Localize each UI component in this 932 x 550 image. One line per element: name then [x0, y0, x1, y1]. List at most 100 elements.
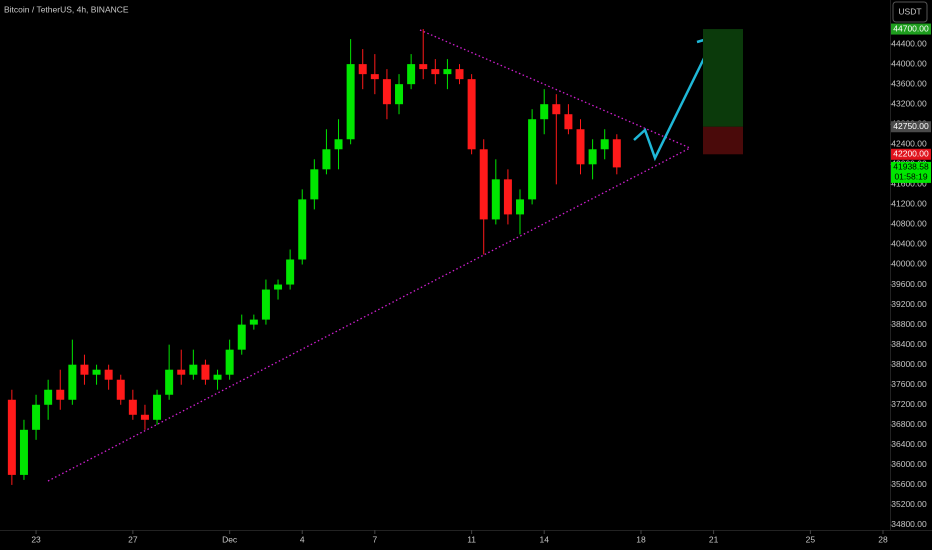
currency-label: USDT [898, 6, 921, 16]
candle-body [407, 64, 416, 85]
y-tick-label: 38800.00 [891, 319, 927, 329]
x-tick-label: 25 [806, 534, 816, 544]
candle-body [80, 364, 89, 375]
candle-body [479, 149, 488, 220]
x-tick-label: 23 [31, 534, 41, 544]
y-tick-label: 35200.00 [891, 499, 927, 509]
candle-body [419, 64, 428, 70]
y-tick-label: 36800.00 [891, 419, 927, 429]
candle-body [261, 289, 270, 320]
candle-body [128, 399, 137, 415]
x-tick-label: 27 [128, 534, 138, 544]
candle-body [588, 149, 597, 165]
candle-body [68, 364, 77, 400]
y-tick-label: 39600.00 [891, 279, 927, 289]
candle-body [213, 374, 222, 380]
candle-body [177, 369, 186, 375]
candle-body [92, 369, 101, 375]
upper-trendline [419, 29, 691, 149]
last-price-box [891, 161, 931, 183]
x-tick-label: 28 [878, 534, 888, 544]
x-tick-label: 14 [539, 534, 549, 544]
candle-body [298, 199, 307, 260]
currency-button[interactable] [892, 1, 928, 23]
lower-trendline [47, 147, 691, 482]
candle-body [540, 104, 549, 120]
entry-price-label: 42750.00 [893, 121, 929, 131]
candle-body [370, 74, 379, 80]
candle-body [19, 429, 28, 475]
stop-zone [703, 126, 743, 155]
x-tick-label: 18 [636, 534, 646, 544]
candle-body [334, 139, 343, 150]
candle-body [503, 179, 512, 215]
candle-body [116, 379, 125, 400]
candle-body [431, 69, 440, 75]
x-tick-label: 7 [372, 534, 377, 544]
y-tick-label: 34800.00 [891, 519, 927, 529]
candle-body [346, 64, 355, 140]
candle-body [201, 364, 210, 380]
x-tick-label: Dec [222, 534, 238, 544]
x-tick-label: 4 [300, 534, 305, 544]
y-tick-label: 44400.00 [891, 38, 927, 48]
candle-body [552, 104, 561, 115]
target-price-label: 44700.00 [893, 23, 929, 33]
candle-body [600, 139, 609, 150]
y-tick-label: 38000.00 [891, 359, 927, 369]
y-tick-label: 37200.00 [891, 399, 927, 409]
candle-body [467, 79, 476, 150]
candle-body [358, 64, 367, 75]
y-tick-label: 44000.00 [891, 58, 927, 68]
y-tick-label: 42400.00 [891, 139, 927, 149]
x-tick-label: 21 [709, 534, 719, 544]
y-tick-label: 36000.00 [891, 459, 927, 469]
candle-body [32, 404, 41, 430]
stop-price-label: 42200.00 [893, 149, 929, 159]
candle-body [528, 119, 537, 200]
chart-title: Bitcoin / TetherUS, 4h, BINANCE [4, 4, 129, 14]
candle-body [322, 149, 331, 170]
y-tick-label: 35600.00 [891, 479, 927, 489]
candle-body [56, 389, 65, 400]
y-tick-label: 37600.00 [891, 379, 927, 389]
candle-body [395, 84, 404, 105]
candle-body [455, 69, 464, 80]
candle-body [189, 364, 198, 375]
candle-body [44, 389, 53, 405]
y-tick-label: 39200.00 [891, 299, 927, 309]
candle-body [249, 319, 258, 325]
candle-body [612, 139, 621, 168]
x-tick-label: 11 [467, 534, 476, 544]
candle-body [576, 129, 585, 165]
y-tick-label: 36400.00 [891, 439, 927, 449]
candle-body [153, 394, 162, 420]
candle-body [286, 259, 295, 285]
y-tick-label: 40000.00 [891, 259, 927, 269]
candle-body [274, 284, 283, 290]
candle-body [237, 324, 246, 350]
drawings [47, 29, 743, 482]
target-price-box [891, 23, 931, 35]
stop-price-box [891, 148, 931, 160]
last-price-label: 41938.58 [893, 162, 929, 172]
y-tick-label: 41200.00 [891, 199, 927, 209]
candle-body [225, 349, 234, 375]
y-tick-label: 40800.00 [891, 219, 927, 229]
countdown-label: 01:58:19 [894, 172, 927, 182]
candle-body [382, 79, 391, 105]
y-tick-label: 43600.00 [891, 78, 927, 88]
candle-body [491, 179, 500, 220]
candle-body [516, 199, 525, 215]
candle-body [104, 369, 113, 380]
entry-price-box [891, 121, 931, 133]
candle-body [165, 369, 174, 395]
candle-body [443, 69, 452, 75]
y-tick-label: 41600.00 [891, 179, 927, 189]
candle-body [7, 399, 16, 475]
y-tick-label: 43200.00 [891, 98, 927, 108]
candle-body [310, 169, 319, 200]
